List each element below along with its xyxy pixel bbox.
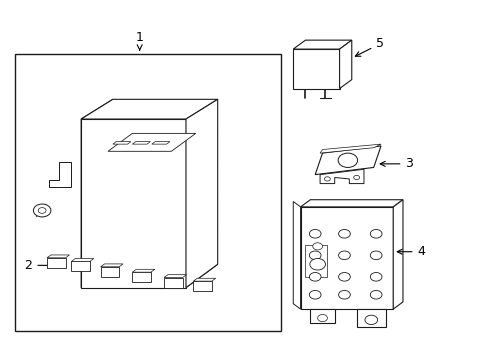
Polygon shape	[81, 99, 217, 119]
Circle shape	[312, 243, 322, 250]
Polygon shape	[193, 281, 211, 291]
Polygon shape	[71, 261, 90, 271]
Circle shape	[309, 291, 321, 299]
Circle shape	[337, 153, 357, 167]
Polygon shape	[293, 40, 351, 49]
Polygon shape	[101, 264, 123, 267]
Polygon shape	[392, 200, 402, 309]
Circle shape	[338, 229, 349, 238]
Polygon shape	[108, 134, 195, 151]
Text: 2: 2	[24, 259, 53, 272]
Bar	[297, 50, 335, 86]
Polygon shape	[81, 99, 113, 288]
Circle shape	[324, 177, 330, 181]
Polygon shape	[170, 111, 186, 114]
Polygon shape	[163, 278, 182, 288]
Polygon shape	[152, 111, 168, 114]
Polygon shape	[293, 202, 300, 309]
Text: 5: 5	[355, 37, 384, 56]
Circle shape	[369, 251, 381, 260]
Polygon shape	[185, 99, 217, 288]
Polygon shape	[81, 264, 217, 288]
Circle shape	[338, 273, 349, 281]
Bar	[15, 54, 281, 330]
Polygon shape	[193, 278, 215, 281]
Circle shape	[364, 315, 377, 324]
Polygon shape	[116, 111, 132, 114]
Polygon shape	[81, 119, 185, 288]
Circle shape	[309, 273, 321, 281]
Polygon shape	[315, 146, 380, 175]
Polygon shape	[300, 207, 392, 309]
Circle shape	[33, 204, 51, 217]
Circle shape	[309, 229, 321, 238]
Polygon shape	[320, 169, 363, 184]
Circle shape	[309, 251, 321, 260]
Polygon shape	[163, 275, 186, 278]
Text: 4: 4	[396, 245, 425, 258]
Polygon shape	[152, 141, 169, 144]
Text: 3: 3	[379, 157, 412, 170]
Polygon shape	[320, 144, 380, 153]
Polygon shape	[49, 162, 71, 187]
Polygon shape	[310, 309, 334, 323]
Polygon shape	[132, 269, 155, 272]
Circle shape	[369, 273, 381, 281]
Polygon shape	[293, 49, 339, 89]
Polygon shape	[356, 309, 385, 327]
Polygon shape	[98, 111, 114, 114]
Text: 1: 1	[136, 31, 143, 50]
Circle shape	[317, 315, 327, 321]
Circle shape	[369, 229, 381, 238]
Polygon shape	[132, 272, 151, 282]
Circle shape	[338, 291, 349, 299]
Circle shape	[38, 208, 46, 213]
Polygon shape	[71, 258, 94, 261]
Polygon shape	[339, 40, 351, 89]
Polygon shape	[47, 258, 65, 268]
Circle shape	[309, 258, 325, 270]
Polygon shape	[132, 141, 150, 144]
Circle shape	[353, 175, 359, 180]
Polygon shape	[47, 255, 69, 258]
Circle shape	[369, 291, 381, 299]
Polygon shape	[113, 141, 131, 144]
Polygon shape	[134, 111, 150, 114]
Polygon shape	[300, 200, 402, 207]
Circle shape	[338, 251, 349, 260]
Polygon shape	[101, 267, 119, 277]
Polygon shape	[305, 244, 327, 277]
